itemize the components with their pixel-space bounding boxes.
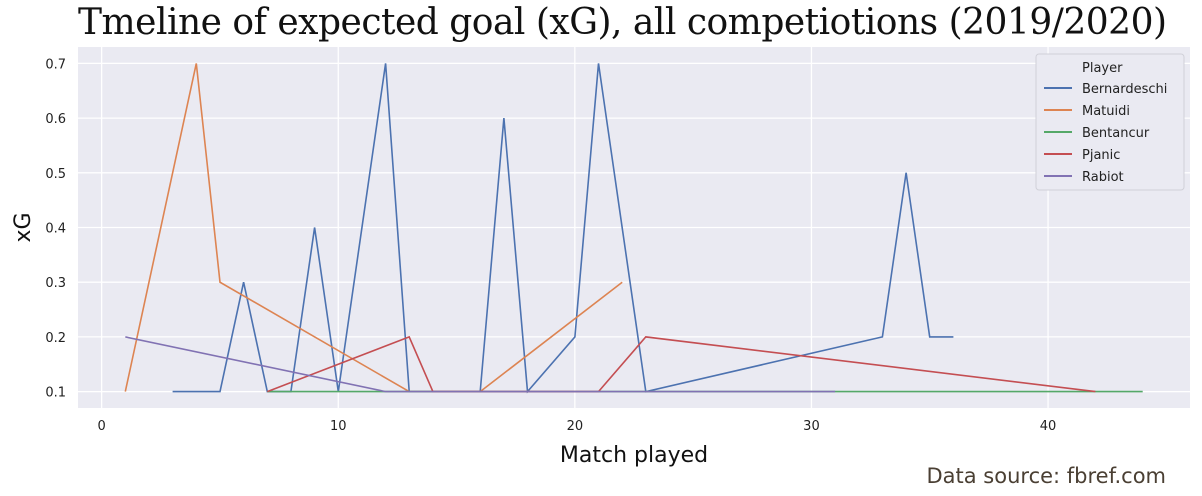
chart-title: Tmeline of expected goal (xG), all compe… — [78, 2, 1167, 43]
legend-label: Pjanic — [1082, 148, 1120, 163]
legend-label: Rabiot — [1082, 170, 1124, 185]
y-tick-label: 0.6 — [45, 112, 66, 127]
y-tick-label: 0.3 — [45, 276, 66, 291]
x-tick-label: 30 — [803, 419, 820, 434]
legend-label: Bentancur — [1082, 126, 1150, 141]
y-axis-label: xG — [11, 212, 36, 242]
legend-label: Matuidi — [1082, 104, 1130, 119]
y-tick-label: 0.7 — [45, 57, 66, 72]
legend-label: Bernardeschi — [1082, 82, 1167, 97]
legend: Player Bernardeschi Matuidi Bentancur Pjani… — [1035, 53, 1185, 191]
x-tick-label: 20 — [567, 419, 584, 434]
y-tick-label: 0.2 — [45, 331, 66, 346]
legend-title: Player — [1082, 61, 1123, 76]
legend-box — [1035, 53, 1185, 191]
y-tick-label: 0.1 — [45, 386, 66, 401]
x-tick-label: 10 — [330, 419, 347, 434]
series-lines — [124, 63, 1143, 394]
series-line-matuidi — [124, 63, 623, 393]
y-tick-label: 0.5 — [45, 167, 66, 182]
tick-labels: 0 10 20 30 40 0.1 0.2 0.3 0.4 0.5 0.6 0.7 — [45, 57, 1056, 434]
x-tick-label: 40 — [1040, 419, 1057, 434]
data-source-note: Data source: fbref.com — [926, 464, 1166, 488]
x-tick-label: 0 — [98, 419, 106, 434]
series-line-rabiot — [125, 336, 836, 393]
y-tick-label: 0.4 — [45, 222, 66, 237]
x-axis-label: Match played — [560, 443, 708, 468]
